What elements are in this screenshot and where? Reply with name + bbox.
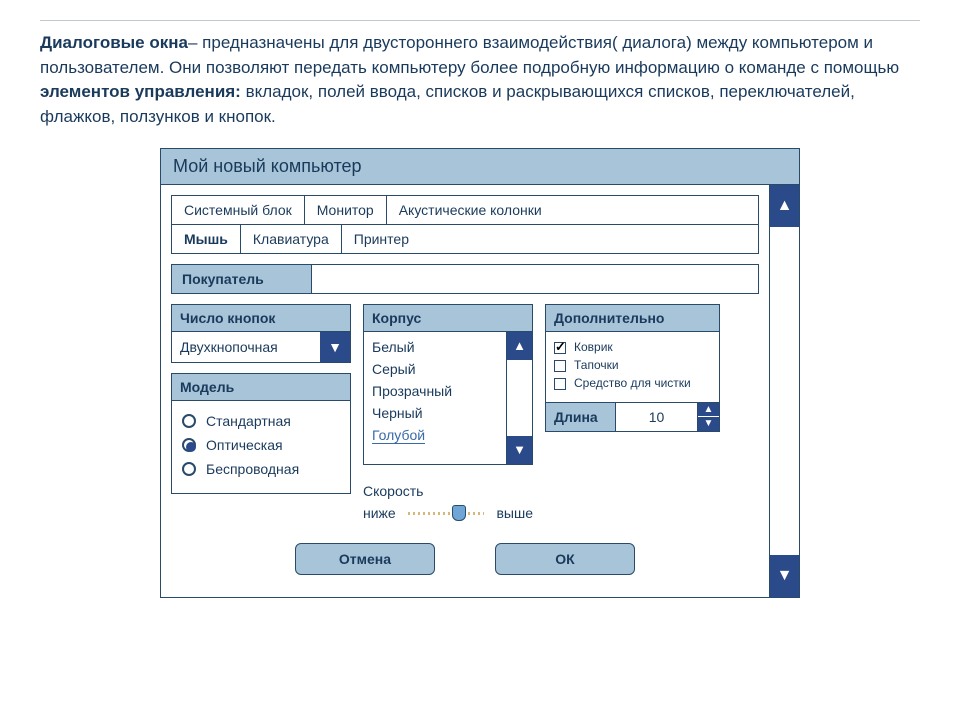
buyer-input[interactable] bbox=[312, 265, 758, 293]
dialog-title: Мой новый компьютер bbox=[161, 149, 799, 185]
tab-mouse[interactable]: Мышь bbox=[172, 225, 241, 253]
model-panel: Модель Стандартная Оптическая bbox=[171, 373, 351, 494]
length-value[interactable]: 10 bbox=[616, 403, 697, 431]
list-item[interactable]: Белый bbox=[372, 336, 498, 358]
buyer-label: Покупатель bbox=[172, 265, 312, 293]
speed-slider[interactable] bbox=[408, 503, 485, 523]
buyer-row: Покупатель bbox=[171, 264, 759, 294]
checkbox-icon bbox=[554, 360, 566, 372]
intro-term2: элементов управления: bbox=[40, 82, 241, 101]
extras-panel: Дополнительно Коврик Тапочки bbox=[545, 304, 720, 432]
tab-monitor[interactable]: Монитор bbox=[305, 196, 387, 224]
slider-track bbox=[408, 512, 485, 515]
check-label: Тапочки bbox=[574, 358, 619, 372]
list-item[interactable]: Серый bbox=[372, 358, 498, 380]
radio-icon bbox=[182, 414, 196, 428]
body-list-panel: Корпус Белый Серый Прозрачный Черный Гол… bbox=[363, 304, 533, 465]
dialog-window: Мой новый компьютер Системный блок Монит… bbox=[160, 148, 800, 598]
length-label: Длина bbox=[546, 403, 616, 431]
listbox-scrollbar[interactable]: ▲ ▼ bbox=[506, 332, 532, 464]
arrow-down-icon[interactable]: ▼ bbox=[770, 555, 799, 597]
radio-optical[interactable]: Оптическая bbox=[182, 433, 340, 457]
tab-printer[interactable]: Принтер bbox=[342, 225, 758, 253]
slider-thumb[interactable] bbox=[452, 505, 466, 521]
radio-standard[interactable]: Стандартная bbox=[182, 409, 340, 433]
arrow-down-icon[interactable]: ▼ bbox=[507, 436, 532, 464]
buttons-dropdown-panel: Число кнопок Двухкнопочная ▼ bbox=[171, 304, 351, 363]
tab-keyboard[interactable]: Клавиатура bbox=[241, 225, 342, 253]
extras-label: Дополнительно bbox=[546, 305, 719, 332]
tab-speakers[interactable]: Акустические колонки bbox=[387, 196, 758, 224]
tab-system-unit[interactable]: Системный блок bbox=[172, 196, 305, 224]
intro-paragraph: Диалоговые окна– предназначены для двуст… bbox=[40, 20, 920, 130]
arrow-up-icon[interactable]: ▲ bbox=[507, 332, 532, 360]
list-item[interactable]: Прозрачный bbox=[372, 380, 498, 402]
check-slippers[interactable]: Тапочки bbox=[554, 356, 711, 374]
scrollbar-track[interactable] bbox=[507, 360, 532, 436]
body-listbox[interactable]: Белый Серый Прозрачный Черный Голубой ▲ bbox=[364, 332, 532, 464]
speed-high-label: выше bbox=[496, 505, 533, 521]
check-cleaner[interactable]: Средство для чистки bbox=[554, 374, 711, 392]
radio-label: Оптическая bbox=[206, 437, 283, 453]
intro-term: Диалоговые окна bbox=[40, 33, 188, 52]
buttons-dd-label: Число кнопок bbox=[172, 305, 350, 332]
tabs-container: Системный блок Монитор Акустические коло… bbox=[171, 195, 759, 254]
cancel-button[interactable]: Отмена bbox=[295, 543, 435, 575]
speed-low-label: ниже bbox=[363, 505, 396, 521]
check-label: Коврик bbox=[574, 340, 613, 354]
chevron-down-icon[interactable]: ▼ bbox=[320, 332, 350, 362]
speed-group: Скорость ниже выше bbox=[363, 475, 533, 529]
spinner-down-icon[interactable]: ▼ bbox=[698, 417, 719, 431]
checkbox-icon bbox=[554, 378, 566, 390]
buttons-dd-value: Двухкнопочная bbox=[172, 332, 320, 362]
list-item[interactable]: Голубой bbox=[372, 424, 498, 447]
speed-label: Скорость bbox=[363, 483, 533, 499]
arrow-up-icon[interactable]: ▲ bbox=[770, 185, 799, 227]
radio-icon bbox=[182, 462, 196, 476]
body-list-label: Корпус bbox=[364, 305, 532, 332]
ok-button[interactable]: ОК bbox=[495, 543, 635, 575]
checkbox-icon bbox=[554, 342, 566, 354]
spinner-up-icon[interactable]: ▲ bbox=[698, 403, 719, 418]
radio-icon bbox=[182, 438, 196, 452]
radio-label: Беспроводная bbox=[206, 461, 299, 477]
radio-label: Стандартная bbox=[206, 413, 291, 429]
dialog-scrollbar[interactable]: ▲ ▼ bbox=[769, 185, 799, 597]
check-mousepad[interactable]: Коврик bbox=[554, 338, 711, 356]
model-label: Модель bbox=[172, 374, 350, 401]
radio-wireless[interactable]: Беспроводная bbox=[182, 457, 340, 481]
list-item[interactable]: Черный bbox=[372, 402, 498, 424]
buttons-dropdown[interactable]: Двухкнопочная ▼ bbox=[172, 332, 350, 362]
check-label: Средство для чистки bbox=[574, 376, 691, 390]
length-spinner: Длина 10 ▲ ▼ bbox=[546, 402, 719, 431]
